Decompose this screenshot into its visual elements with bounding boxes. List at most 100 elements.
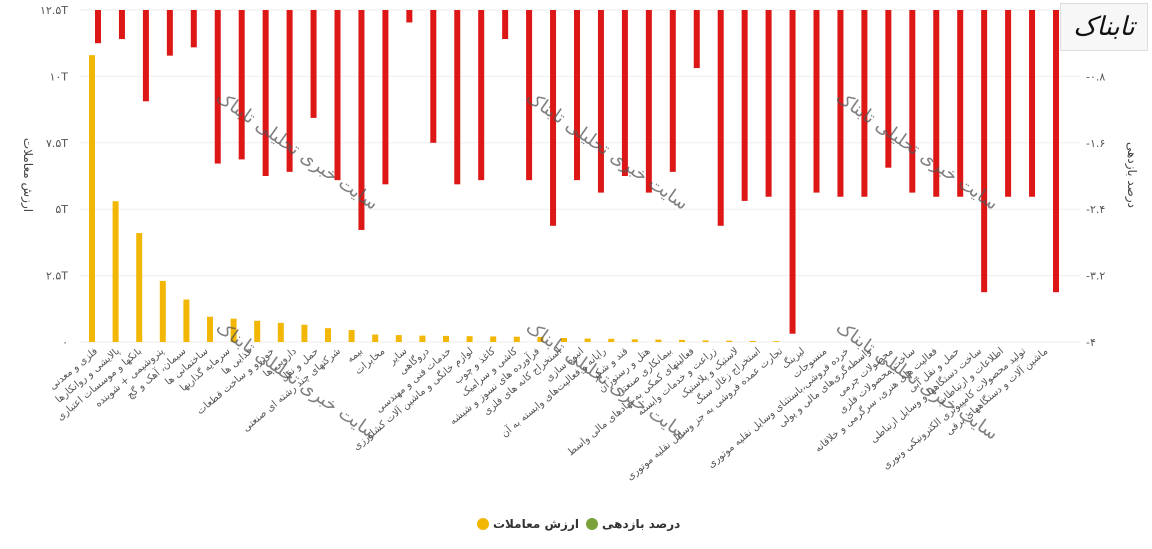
bar-return-percent[interactable] — [502, 10, 509, 40]
bar-return-percent[interactable] — [550, 10, 557, 226]
right-axis-ticks: ۰-۰.۸-۱.۶-۲.۴-۳.۲-۴ — [1086, 4, 1105, 349]
bar-return-percent[interactable] — [813, 10, 820, 193]
left-tick-label: ۱۰T — [49, 70, 68, 83]
bar-return-percent[interactable] — [717, 10, 724, 226]
bar-trade-value[interactable] — [112, 201, 119, 342]
bar-trade-value[interactable] — [136, 233, 143, 342]
bar-trade-value[interactable] — [513, 336, 520, 342]
bar-return-percent[interactable] — [406, 10, 413, 23]
bar-trade-value[interactable] — [395, 335, 402, 342]
bar-return-percent[interactable] — [861, 10, 868, 197]
left-tick-label: ۲.۵T — [46, 270, 68, 283]
legend-marker-value — [477, 518, 489, 530]
bar-trade-value[interactable] — [254, 320, 261, 342]
bar-return-percent[interactable] — [909, 10, 916, 193]
bar-return-percent[interactable] — [286, 10, 293, 172]
tabnak-logo: تابناک — [1060, 3, 1148, 51]
bar-return-percent[interactable] — [789, 10, 796, 334]
bar-return-percent[interactable] — [430, 10, 437, 143]
bar-trade-value[interactable] — [348, 330, 355, 342]
series-return-percent — [95, 10, 1059, 334]
bar-return-percent[interactable] — [334, 10, 341, 181]
legend-label-return: درصد بازدهی — [602, 517, 680, 531]
bar-trade-value[interactable] — [372, 334, 379, 342]
left-axis-title: ارزش معاملات — [20, 138, 35, 212]
bar-return-percent[interactable] — [358, 10, 365, 230]
series-trade-value — [89, 55, 780, 342]
bar-return-percent[interactable] — [118, 10, 125, 40]
watermark-text: سایت خبری تحلیلی تابناک — [832, 87, 1002, 215]
bar-trade-value[interactable] — [301, 324, 308, 342]
bar-trade-value[interactable] — [207, 316, 213, 342]
bar-trade-value[interactable] — [702, 340, 709, 342]
bar-trade-value[interactable] — [466, 336, 473, 342]
legend-label-value: ارزش معاملات — [493, 517, 579, 531]
bar-return-percent[interactable] — [214, 10, 221, 164]
bar-return-percent[interactable] — [238, 10, 245, 160]
legend: درصد بازدهی ارزش معاملات — [477, 517, 680, 531]
bar-trade-value[interactable] — [537, 336, 544, 342]
bar-trade-value[interactable] — [631, 339, 638, 342]
bar-trade-value[interactable] — [230, 318, 237, 342]
bar-trade-value[interactable] — [89, 55, 95, 342]
bar-return-percent[interactable] — [190, 10, 197, 48]
bar-return-percent[interactable] — [981, 10, 988, 293]
bar-return-percent[interactable] — [95, 10, 101, 44]
right-tick-label: -۲.۴ — [1086, 203, 1105, 216]
bar-return-percent[interactable] — [597, 10, 604, 193]
bar-trade-value[interactable] — [608, 338, 615, 342]
bar-trade-value[interactable] — [159, 280, 166, 342]
right-tick-label: -۰.۸ — [1086, 70, 1105, 83]
legend-item-value[interactable]: ارزش معاملات — [477, 517, 579, 531]
right-tick-label: -۴ — [1086, 336, 1096, 349]
bar-return-percent[interactable] — [933, 10, 940, 197]
right-axis-title: درصد بازدهی — [1124, 142, 1139, 208]
left-tick-label: ۷.۵T — [46, 137, 68, 150]
bar-return-percent[interactable] — [885, 10, 892, 168]
right-tick-label: -۳.۲ — [1086, 270, 1105, 283]
bar-return-percent[interactable] — [1005, 10, 1012, 197]
bar-return-percent[interactable] — [693, 10, 700, 69]
left-tick-label: ۵T — [55, 203, 68, 216]
legend-item-return[interactable]: درصد بازدهی — [586, 517, 680, 531]
bar-trade-value[interactable] — [726, 340, 733, 342]
watermark-text: سایت خبری تحلیلی تابناک — [212, 87, 382, 215]
bar-return-percent[interactable] — [166, 10, 173, 56]
bar-trade-value[interactable] — [277, 322, 284, 342]
bar-return-percent[interactable] — [669, 10, 676, 172]
bar-return-percent[interactable] — [454, 10, 461, 185]
bar-return-percent[interactable] — [645, 10, 652, 193]
bar-trade-value[interactable] — [655, 339, 662, 342]
bar-return-percent[interactable] — [837, 10, 844, 197]
bar-return-percent[interactable] — [574, 10, 580, 181]
legend-marker-return — [586, 518, 598, 530]
bar-return-percent[interactable] — [262, 10, 269, 176]
bar-trade-value[interactable] — [325, 328, 331, 342]
bar-return-percent[interactable] — [1053, 10, 1059, 293]
bar-trade-value[interactable] — [443, 335, 449, 342]
watermark-text: سایت خبری تحلیلی تابناک — [522, 87, 692, 215]
bar-return-percent[interactable] — [526, 10, 533, 181]
bar-trade-value[interactable] — [773, 341, 780, 342]
bar-return-percent[interactable] — [957, 10, 964, 197]
right-tick-label: -۱.۶ — [1086, 137, 1105, 150]
bar-trade-value[interactable] — [561, 338, 567, 342]
left-tick-label: ۱۲.۵T — [40, 4, 68, 17]
bar-return-percent[interactable] — [1029, 10, 1036, 197]
bar-return-percent[interactable] — [382, 10, 389, 185]
bar-return-percent[interactable] — [765, 10, 772, 197]
bar-return-percent[interactable] — [310, 10, 317, 118]
bar-trade-value[interactable] — [584, 338, 591, 342]
bar-return-percent[interactable] — [741, 10, 748, 201]
bar-trade-value[interactable] — [183, 299, 190, 342]
bar-trade-value[interactable] — [419, 335, 426, 342]
left-tick-label: ۰ — [62, 336, 68, 349]
left-axis-ticks: ۰ ۲.۵T ۵T ۷.۵T ۱۰T ۱۲.۵T — [40, 4, 68, 349]
bar-return-percent[interactable] — [142, 10, 149, 102]
bar-trade-value[interactable] — [679, 339, 685, 342]
bar-trade-value[interactable] — [749, 340, 756, 342]
bar-trade-value[interactable] — [490, 336, 497, 342]
bar-return-percent[interactable] — [621, 10, 628, 176]
bar-return-percent[interactable] — [478, 10, 485, 181]
